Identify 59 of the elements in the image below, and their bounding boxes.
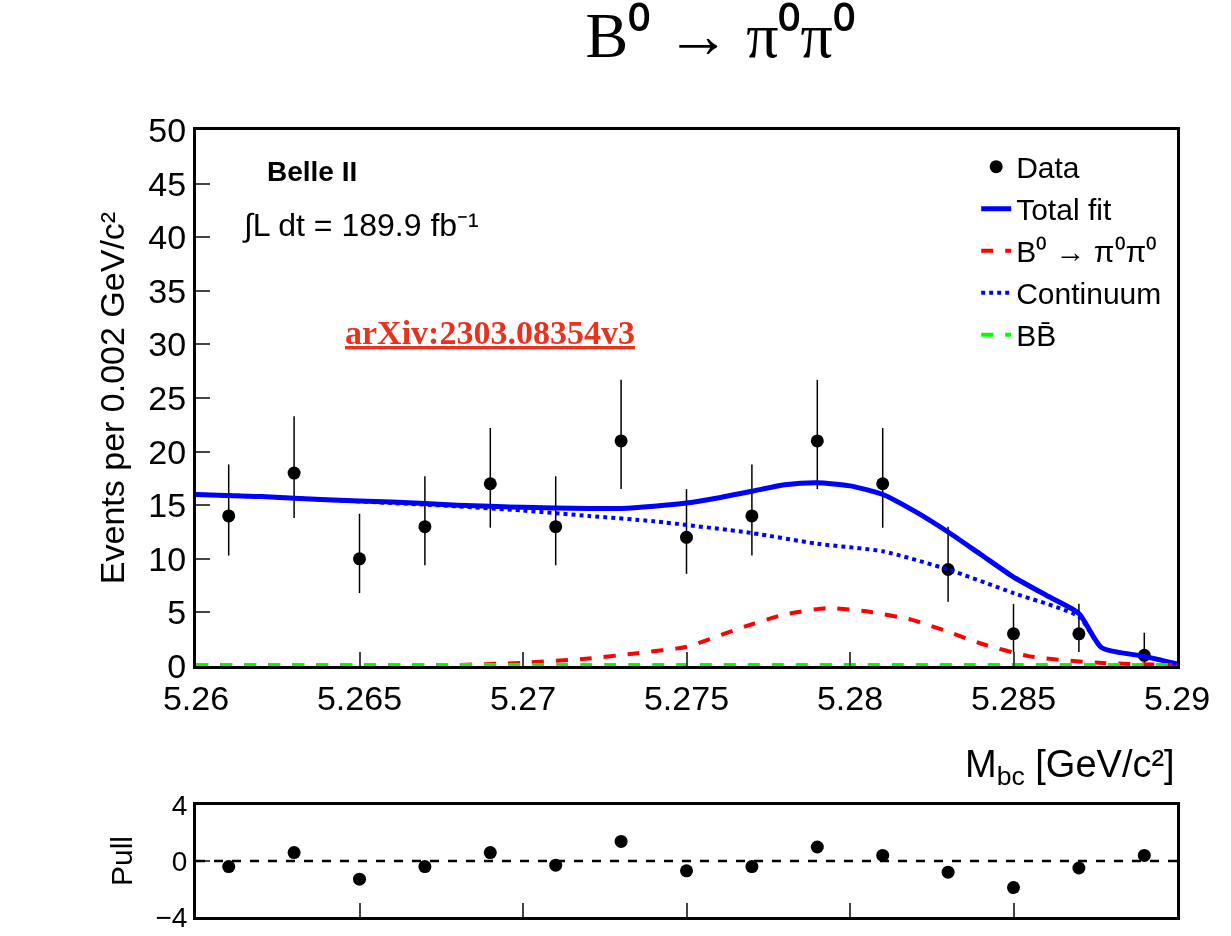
- point: [1007, 881, 1020, 895]
- y-tick-label: 20: [148, 432, 187, 471]
- annotation: arXiv:2303.08354v3: [345, 314, 635, 351]
- x-tick-label: 5.275: [643, 678, 730, 717]
- chart-title: B⁰ → π⁰π⁰: [585, 0, 855, 71]
- point: [810, 434, 824, 448]
- legend-label: B⁰ → π⁰π⁰: [1016, 235, 1158, 269]
- annotation: ∫L dt = 189.9 fb⁻¹: [242, 207, 479, 243]
- annotation: Belle II: [267, 156, 358, 187]
- y-tick-label: 45: [148, 164, 187, 203]
- point: [876, 477, 890, 491]
- point: [1072, 861, 1086, 875]
- point: [941, 865, 955, 879]
- point: [418, 860, 432, 874]
- y-axis-title: Pull: [105, 835, 139, 887]
- point: [680, 530, 693, 544]
- x-tick-label: 5.28: [816, 678, 884, 717]
- y-tick-label: 15: [148, 486, 187, 525]
- x-tick-label: 5.285: [970, 678, 1057, 717]
- point: [614, 434, 628, 448]
- y-tick-label: 0: [171, 845, 188, 877]
- x-tick-label: 5.265: [316, 678, 403, 717]
- point: [222, 509, 236, 523]
- y-axis-title: Events per 0.002 GeV/c²: [92, 211, 131, 585]
- legend-label: Total fit: [1016, 193, 1112, 227]
- y-tick-label: 30: [148, 325, 187, 364]
- point: [1137, 848, 1151, 862]
- point: [353, 872, 366, 886]
- x-tick-label: 5.29: [1143, 678, 1211, 717]
- point: [680, 864, 693, 878]
- y-tick-label: 25: [148, 378, 187, 417]
- point: [614, 834, 628, 848]
- point: [549, 858, 563, 872]
- legend-label: Data: [1016, 151, 1080, 185]
- point: [418, 520, 432, 534]
- y-tick-label: 4: [171, 789, 188, 821]
- point: [483, 846, 497, 860]
- point: [353, 552, 366, 566]
- point: [876, 848, 890, 862]
- legend-label: BB̄: [1016, 319, 1057, 353]
- y-tick-label: 40: [148, 218, 187, 257]
- y-tick-label: −4: [155, 901, 188, 933]
- y-tick-label: 5: [167, 593, 187, 632]
- point: [483, 477, 497, 491]
- point: [1072, 627, 1086, 641]
- point: [810, 840, 824, 854]
- point: [745, 509, 759, 523]
- x-tick-label: 5.27: [489, 678, 557, 717]
- x-axis-title: M$_{bc}$ [GeV/c²]: [965, 743, 1175, 791]
- y-tick-label: 50: [148, 110, 187, 149]
- point: [222, 860, 236, 874]
- point: [745, 860, 759, 874]
- y-tick-label: 35: [148, 271, 187, 310]
- point: [1007, 627, 1020, 641]
- y-tick-label: 10: [148, 539, 187, 578]
- point: [287, 466, 301, 480]
- point: [287, 846, 301, 860]
- point: [549, 520, 563, 534]
- legend-label: Continuum: [1016, 277, 1162, 311]
